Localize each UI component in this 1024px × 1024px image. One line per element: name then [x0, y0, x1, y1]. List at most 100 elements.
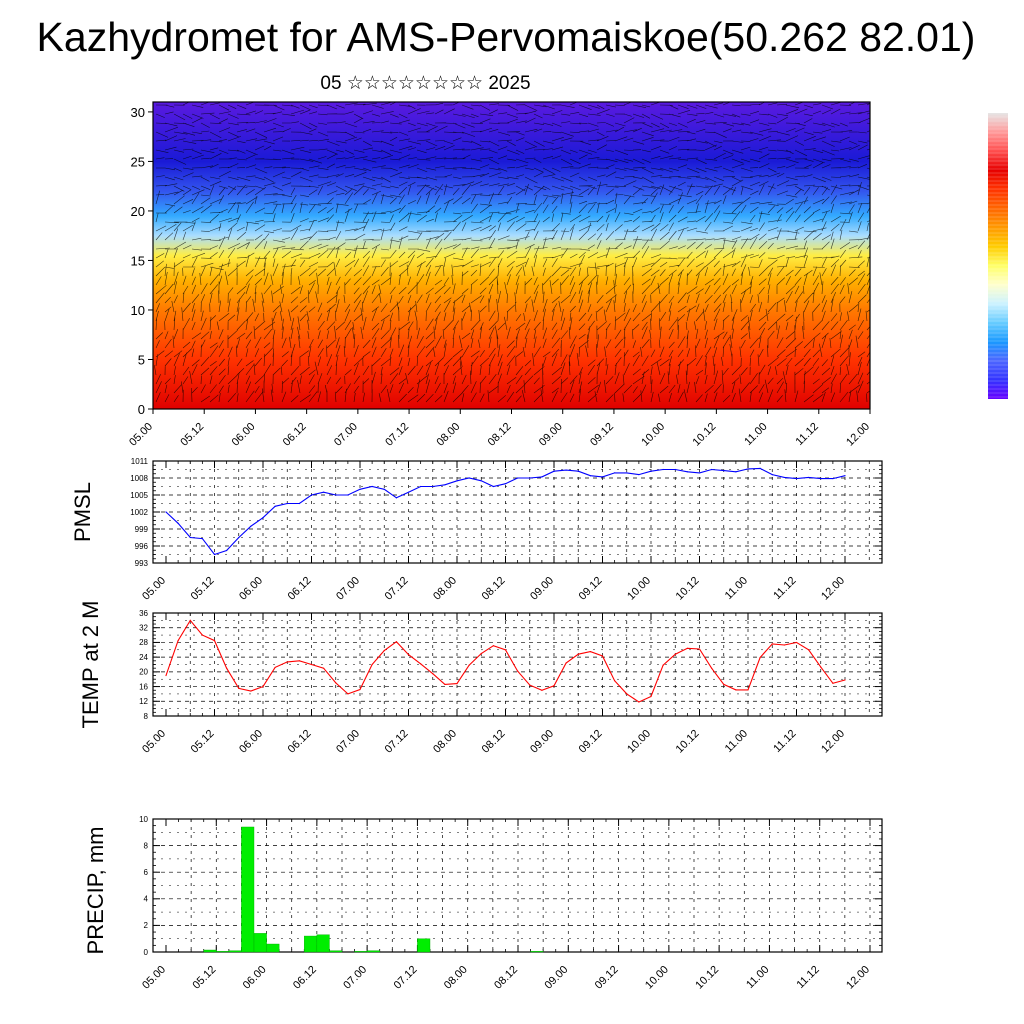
pmsl-ytick-label: 1008: [130, 474, 148, 483]
cross-section-xtick-label: 09.12: [588, 421, 616, 449]
temp-point: [468, 664, 470, 666]
pmsl-point: [674, 468, 676, 471]
precip-bar: [366, 950, 380, 953]
temp-ytick-label: 36: [139, 609, 148, 618]
pmsl-point: [844, 475, 846, 477]
cross-section-xtick-label: 08.00: [434, 421, 462, 449]
pmsl-point: [480, 480, 482, 482]
pmsl-point: [504, 483, 507, 485]
precip-xtick-label: 11.00: [744, 964, 771, 991]
cross-section-panel: 0 5 10 15 20 25 30 05.00 05.12 06.00 06.12 07.00 07.…: [127, 101, 872, 449]
pmsl-xtick-label: 09.12: [577, 575, 605, 603]
pmsl-point: [407, 491, 410, 493]
pmsl-xtick-label: 05.00: [140, 575, 168, 603]
pmsl-xtick-label: 12.00: [819, 575, 847, 603]
precip-bar: [354, 951, 368, 953]
precip-xtick-label: 08.00: [442, 964, 470, 992]
precip-ytick-label: 2: [144, 921, 149, 930]
pmsl-ytick-label: 993: [135, 559, 149, 568]
pmsl-point: [359, 488, 361, 490]
chart-subtitle: 05 ☆☆☆☆☆☆☆☆ 2025: [320, 73, 531, 94]
cross-section-xtick-label: 05.12: [178, 421, 206, 449]
precip-bar: [241, 826, 255, 953]
temp-point: [420, 663, 422, 665]
pmsl-point: [298, 502, 300, 505]
temp-xtick-label: 07.12: [383, 728, 411, 756]
precip-bar: [417, 938, 431, 953]
colorbar-gradient: [988, 113, 1008, 399]
precip-xtick-label: 12.00: [844, 964, 872, 992]
cross-section-ytick-label: 25: [131, 154, 145, 169]
temp-point: [189, 619, 191, 621]
pmsl-point: [759, 467, 761, 469]
pmsl-point: [177, 522, 179, 524]
pmsl-point: [238, 536, 240, 539]
pmsl-ytick-label: 996: [135, 542, 149, 551]
temp-point: [820, 666, 822, 668]
temp-point: [808, 649, 810, 651]
pmsl-xtick-label: 11.12: [771, 575, 798, 602]
pmsl-point: [626, 472, 628, 474]
precip-bar: [329, 950, 343, 953]
temp-point: [359, 688, 361, 691]
temp-point: [698, 648, 701, 650]
temp-point: [226, 667, 228, 669]
pmsl-point: [420, 485, 422, 488]
temp-ytick-label: 28: [139, 638, 148, 647]
pmsl-point: [432, 485, 434, 488]
precip-xtick-label: 06.00: [241, 964, 269, 992]
pmsl-point: [529, 477, 531, 479]
temp-ytick-label: 12: [139, 697, 148, 706]
cross-section-xtick-label: 08.12: [486, 421, 514, 449]
temp-point: [177, 639, 179, 642]
temp-point: [298, 660, 300, 662]
temp-point: [383, 649, 385, 652]
pmsl-panel: 993 996 999 1002 1005 1008 1011 05.00 05.12 06.00…: [70, 457, 883, 603]
chart-title: Kazhydromet for AMS-Pervomaiskoe(50.262 …: [36, 14, 976, 60]
temp-point: [832, 682, 834, 684]
pmsl-point: [492, 485, 494, 488]
cross-section-xtick-label: 07.12: [383, 421, 411, 449]
temp-ytick-label: 24: [139, 653, 148, 662]
pmsl-ylabel: PMSL: [70, 482, 95, 542]
pmsl-point: [226, 549, 228, 552]
temp-point: [504, 649, 507, 651]
temp-xtick-label: 09.12: [577, 728, 605, 756]
temp-point: [335, 682, 337, 684]
temp-ytick-label: 16: [139, 682, 148, 691]
precip-ytick-label: 6: [144, 868, 149, 877]
pmsl-point: [189, 536, 191, 539]
temp-point: [213, 639, 216, 642]
pmsl-point: [468, 477, 470, 479]
pmsl-point: [541, 476, 543, 478]
cross-section-ytick-label: 0: [138, 402, 145, 417]
precip-xtick-label: 05.00: [140, 964, 168, 992]
temp-point: [783, 644, 785, 646]
temp-xtick-label: 11.00: [723, 728, 750, 755]
cross-section-xtick-label: 06.12: [281, 421, 309, 449]
cross-section-ytick-label: 20: [131, 204, 145, 219]
temp-point: [565, 662, 567, 664]
temp-xtick-label: 08.00: [431, 728, 459, 756]
precip-ylabel: PRECIP, mm: [83, 827, 108, 955]
pmsl-point: [201, 538, 203, 540]
temp-point: [686, 647, 688, 649]
pmsl-point: [577, 470, 579, 472]
pmsl-point: [686, 471, 688, 473]
cross-section-xtick-label: 09.00: [537, 421, 565, 449]
pmsl-point: [250, 525, 252, 527]
temp-xtick-label: 11.12: [771, 728, 798, 755]
temp-point: [274, 666, 276, 669]
cross-section-xtick-label: 12.00: [844, 421, 872, 449]
precip-bar: [203, 949, 217, 953]
temp-point: [759, 656, 761, 659]
cross-section-xtick-label: 11.12: [794, 421, 821, 448]
pmsl-point: [589, 475, 591, 477]
pmsl-point: [638, 474, 640, 476]
pmsl-point: [323, 491, 325, 493]
pmsl-point: [213, 553, 216, 556]
temp-point: [323, 667, 325, 669]
pmsl-point: [808, 476, 810, 479]
precip-ytick-label: 0: [144, 948, 149, 957]
